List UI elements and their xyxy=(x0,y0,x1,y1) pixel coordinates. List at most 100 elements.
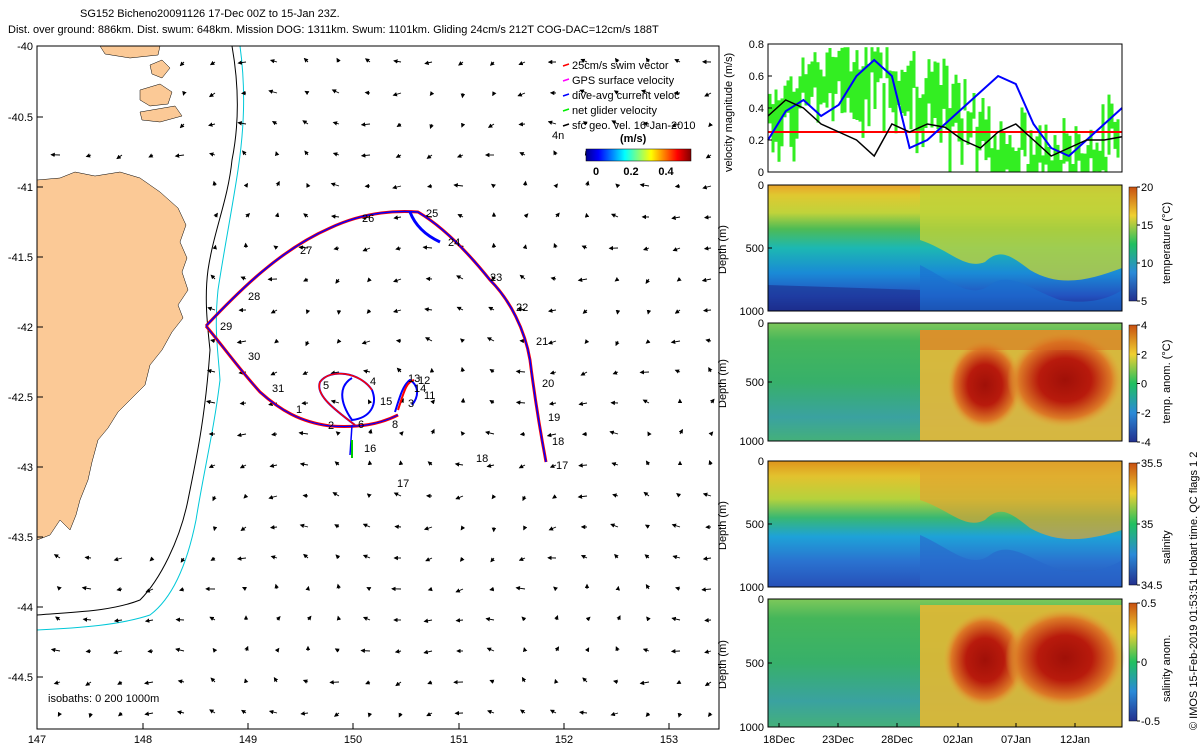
current-vector-arrow xyxy=(212,180,217,187)
island xyxy=(139,105,183,123)
current-vector-arrow xyxy=(299,462,309,467)
current-vector-arrow xyxy=(270,525,278,530)
depth-axis-label: Depth (m) xyxy=(717,501,729,550)
y-tick-label: -44.5 xyxy=(8,672,33,684)
time-axis: 18Dec 23Dec 28Dec 02Jan 07Jan 12Jan xyxy=(763,723,1090,746)
current-vector-arrow xyxy=(305,309,311,315)
day-label: 16 xyxy=(364,443,376,455)
day-label: 14 xyxy=(414,383,426,395)
current-vector-arrow xyxy=(398,712,403,718)
current-vector-arrow xyxy=(489,369,495,374)
day-label: 25 xyxy=(426,208,438,220)
current-vector-arrow xyxy=(701,587,712,592)
current-vector-arrow xyxy=(430,399,435,405)
day-label: 1 xyxy=(296,404,302,416)
current-vector-arrow xyxy=(486,463,495,468)
current-vector-arrow xyxy=(303,277,309,282)
day-label: 17 xyxy=(397,478,409,490)
current-vector-arrow xyxy=(336,338,342,344)
current-vector-arrow xyxy=(554,615,559,621)
colorbar-tick-label: 0.2 xyxy=(623,166,638,178)
current-vector-arrow xyxy=(302,679,309,684)
current-vector-arrow xyxy=(367,712,373,718)
temp-anomaly-colorbar xyxy=(1128,324,1138,443)
current-vector-arrow xyxy=(614,277,620,282)
current-vector-arrow xyxy=(578,463,588,468)
current-vector-arrow xyxy=(395,246,402,251)
colorbar-axis-label: temp. anom. (°C) xyxy=(1161,340,1173,424)
current-vector-arrow xyxy=(610,213,619,218)
current-vector-arrow xyxy=(396,367,402,373)
colorbar-tick-label: 15 xyxy=(1141,220,1153,232)
current-vector-arrow xyxy=(305,585,310,591)
current-vector-arrow xyxy=(243,493,249,499)
depth-axis-label: Depth (m) xyxy=(717,225,729,274)
current-vector-arrow xyxy=(210,556,216,561)
current-vector-arrow xyxy=(709,398,715,404)
current-vector-arrow xyxy=(268,495,278,500)
x-tick-label: 149 xyxy=(239,734,257,746)
legend-label: sfc geo. vel. 16-Jan-2010 xyxy=(572,120,696,132)
time-tick-label: 28Dec xyxy=(881,734,913,746)
current-vector-arrow xyxy=(461,122,466,128)
colorbar-tick-label: 10 xyxy=(1141,258,1153,270)
current-vector-arrow xyxy=(515,586,526,591)
current-vector-arrow xyxy=(398,460,404,466)
current-vector-arrow xyxy=(517,92,526,97)
current-vector-arrow xyxy=(674,59,681,64)
depth-tick-label: 1000 xyxy=(740,436,764,448)
current-vector-arrow xyxy=(647,431,652,437)
current-vector-arrow xyxy=(549,463,557,468)
current-vector-arrow xyxy=(427,461,433,466)
current-vector-arrow xyxy=(553,150,558,156)
current-vector-arrow xyxy=(515,400,526,405)
current-vector-arrow xyxy=(118,711,123,717)
current-vector-arrow xyxy=(302,120,309,125)
current-vector-arrow xyxy=(674,309,681,314)
map-axes: 147 148 149 150 151 152 153-40-40.5-41-41.5-42… xyxy=(8,41,678,746)
current-vector-arrow xyxy=(145,588,154,593)
colorbar-title: (m/s) xyxy=(620,133,647,145)
depth-tick-label: 1000 xyxy=(740,722,764,734)
copyright-notice: © IMOS 15-Feb-2019 01:53:51 Hobart time.… xyxy=(1188,451,1200,730)
y-tick-label: -41.5 xyxy=(8,252,33,264)
colorbar-tick-label: 0 xyxy=(1141,657,1147,669)
depth-tick-label: 0 xyxy=(758,180,764,192)
current-vector-arrow xyxy=(518,121,526,127)
current-vector-arrow xyxy=(517,307,526,312)
y-tick-label: -42 xyxy=(17,322,33,334)
current-vector-arrow xyxy=(702,185,712,190)
isobaths-label: isobaths: 0 200 1000m xyxy=(48,693,159,705)
current-vector-arrow xyxy=(577,277,588,283)
current-vector-arrow xyxy=(149,556,155,562)
current-vector-arrow xyxy=(209,616,216,621)
temperature-section xyxy=(767,184,1123,312)
current-vector-arrow xyxy=(362,554,371,559)
current-vector-arrow xyxy=(88,712,93,718)
depth-tick-label: 1000 xyxy=(740,306,764,318)
current-vector-arrow xyxy=(364,58,371,63)
current-vector-arrow xyxy=(611,120,619,125)
current-vector-arrow xyxy=(519,709,526,714)
current-vector-arrow xyxy=(580,555,588,560)
temperature-colorbar xyxy=(1128,186,1138,302)
current-vector-arrow xyxy=(303,57,309,63)
current-vector-arrow xyxy=(212,495,217,502)
x-tick-label: 148 xyxy=(134,734,152,746)
current-vector-arrow xyxy=(454,462,464,467)
current-vector-arrow xyxy=(113,618,123,623)
current-vector-arrow xyxy=(144,680,154,686)
legend-label: dive-avg current veloc xyxy=(572,90,680,102)
current-vector-arrow xyxy=(548,401,557,406)
current-vector-arrow xyxy=(456,275,464,280)
current-vector-arrow xyxy=(485,617,495,622)
day-label: 29 xyxy=(220,321,232,333)
current-vector-arrow xyxy=(212,647,218,653)
current-vector-arrow xyxy=(548,308,557,313)
day-label: 22 xyxy=(516,302,528,314)
current-vector-arrow xyxy=(365,680,371,685)
current-vector-arrow xyxy=(427,586,433,592)
current-vector-arrow xyxy=(361,340,371,345)
colorbar-tick-label: 0.4 xyxy=(658,166,674,178)
depth-tick-label: 0 xyxy=(758,594,764,606)
